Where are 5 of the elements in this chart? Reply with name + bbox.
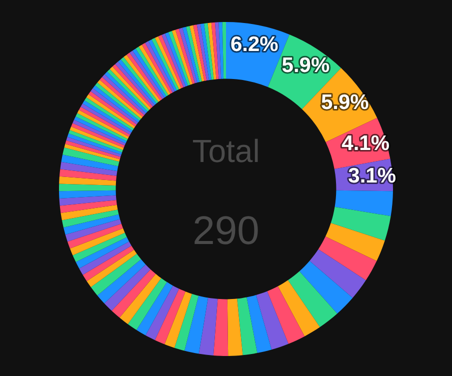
data-label: 6.2% xyxy=(230,32,279,56)
data-label: 5.9% xyxy=(320,90,370,114)
data-label: 5.9% xyxy=(282,54,330,77)
text: Total xyxy=(192,132,260,169)
text: 290 xyxy=(192,209,260,254)
